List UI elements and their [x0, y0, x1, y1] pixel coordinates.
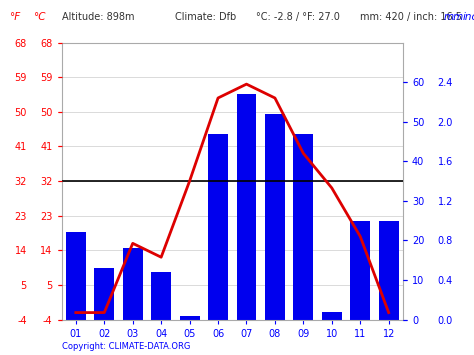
- Bar: [322, 312, 342, 320]
- Text: Copyright: CLIMATE-DATA.ORG: Copyright: CLIMATE-DATA.ORG: [62, 343, 190, 351]
- Bar: [151, 272, 171, 320]
- Bar: [237, 94, 256, 320]
- Text: °F: °F: [9, 12, 21, 22]
- Text: mm: 420 / inch: 16.5: mm: 420 / inch: 16.5: [360, 12, 462, 22]
- Bar: [379, 220, 399, 320]
- Bar: [66, 233, 86, 320]
- Text: °C: °C: [33, 12, 46, 22]
- Text: Altitude: 898m: Altitude: 898m: [62, 12, 134, 22]
- Bar: [180, 316, 200, 320]
- Text: °C: -2.8 / °F: 27.0: °C: -2.8 / °F: 27.0: [256, 12, 340, 22]
- Bar: [265, 114, 285, 320]
- Text: inch: inch: [462, 12, 474, 22]
- Text: Climate: Dfb: Climate: Dfb: [175, 12, 237, 22]
- Bar: [94, 268, 114, 320]
- Bar: [350, 220, 370, 320]
- Bar: [208, 133, 228, 320]
- Text: mm: mm: [444, 12, 464, 22]
- Bar: [293, 133, 313, 320]
- Bar: [123, 248, 143, 320]
